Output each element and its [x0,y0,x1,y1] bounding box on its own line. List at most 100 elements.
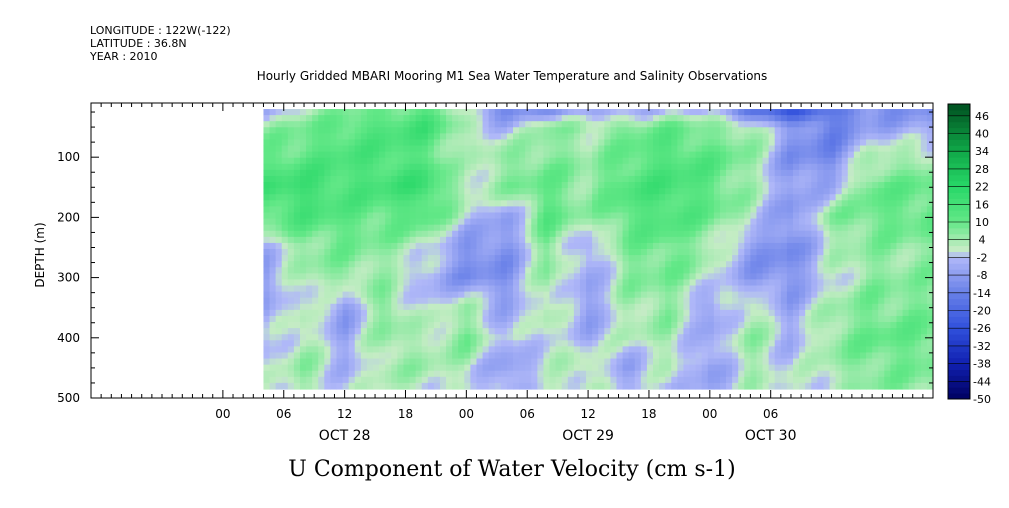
heatmap-cell [348,273,356,281]
heatmap-cell [586,267,593,274]
heatmap-cell [263,109,271,116]
heatmap-cell [421,200,429,207]
heatmap-cell [896,230,904,238]
heatmap-cell [622,145,630,153]
heatmap-cell [799,273,806,281]
heatmap-cell [312,206,319,214]
heatmap-cell [841,267,849,274]
heatmap-cell [537,157,545,165]
heatmap-cell [342,133,350,141]
heatmap-cell [391,279,398,287]
heatmap-cell [470,255,478,262]
heatmap-cell [513,334,520,341]
heatmap-cell [427,279,435,287]
heatmap-cell [366,133,374,141]
heatmap-cell [829,279,837,287]
heatmap-cell [719,352,727,360]
heatmap-cell [628,352,636,360]
heatmap-cell [634,267,642,274]
heatmap-cell [263,133,271,141]
heatmap-cell [513,382,520,390]
heatmap-cell [640,236,648,244]
heatmap-cell [299,206,307,214]
heatmap-cell [500,309,508,317]
heatmap-cell [604,139,612,147]
heatmap-cell [811,163,818,171]
heatmap-cell [573,358,581,366]
heatmap-cell [488,169,496,177]
heatmap-cell [653,382,660,390]
heatmap-cell [385,346,392,354]
heatmap-cell [817,297,825,305]
heatmap-cell [519,109,526,116]
heatmap-cell [738,212,745,220]
heatmap-cell [567,169,575,177]
heatmap-cell [281,121,289,128]
heatmap-cell [397,248,405,256]
heatmap-cell [354,285,362,293]
heatmap-cell [494,242,502,250]
heatmap-cell [774,376,782,384]
heatmap-cell [561,346,569,354]
heatmap-cell [841,261,849,268]
heatmap-cell [683,334,691,341]
heatmap-cell [628,334,636,341]
heatmap-cell [829,328,837,335]
heatmap-cell [586,376,593,384]
heatmap-cell [811,139,818,147]
heatmap-cell [318,151,325,159]
heatmap-cell [476,315,484,323]
heatmap-cell [263,382,271,390]
heatmap-cell [567,382,575,390]
heatmap-cell [616,346,624,354]
heatmap-cell [421,194,429,201]
heatmap-cell [513,175,520,183]
heatmap-cell [799,346,806,354]
heatmap-cell [476,267,484,274]
heatmap-cell [573,248,581,256]
heatmap-cell [701,169,709,177]
heatmap-cell [573,334,581,341]
heatmap-cell [701,346,709,354]
heatmap-cell [616,261,624,268]
heatmap-cell [488,175,496,183]
heatmap-cell [379,200,386,207]
heatmap-cell [342,340,350,347]
heatmap-cell [841,224,849,232]
heatmap-cell [762,255,770,262]
heatmap-cell [604,285,612,293]
heatmap-cell [446,322,453,329]
heatmap-cell [543,358,551,366]
heatmap-cell [403,370,411,378]
heatmap-cell [634,200,642,207]
heatmap-cell [707,370,715,378]
heatmap-cell [446,139,453,147]
heatmap-cell [312,224,319,232]
heatmap-cell [634,285,642,293]
heatmap-cell [756,297,764,305]
heatmap-cell [628,309,636,317]
heatmap-cell [659,212,666,220]
heatmap-cell [263,328,271,335]
heatmap-cell [409,309,417,317]
heatmap-cell [902,175,910,183]
heatmap-cell [811,188,818,195]
heatmap-cell [579,315,587,323]
heatmap-cell [780,212,788,220]
heatmap-cell [890,382,898,390]
heatmap-cell [756,212,764,220]
heatmap-cell [744,285,751,293]
heatmap-cell [537,169,545,177]
heatmap-cell [354,248,362,256]
heatmap-cell [373,169,380,177]
heatmap-cell [409,267,417,274]
heatmap-cell [793,175,800,183]
heatmap-cell [780,115,788,122]
heatmap-cell [373,255,380,262]
heatmap-cell [604,358,612,366]
heatmap-cell [719,303,727,311]
heatmap-cell [853,322,861,329]
heatmap-cell [884,224,891,232]
heatmap-cell [841,230,849,238]
heatmap-cell [677,175,685,183]
